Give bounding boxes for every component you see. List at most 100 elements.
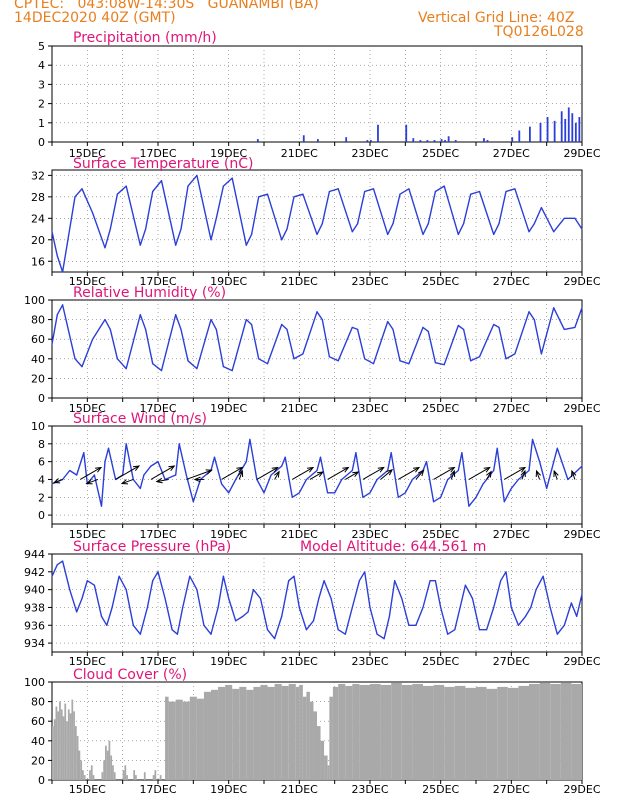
cloud-bar [299, 684, 303, 780]
data-point [397, 496, 399, 498]
data-point [160, 369, 163, 372]
data-point [369, 492, 371, 494]
precip-bar [529, 126, 531, 142]
precip-bar [564, 118, 567, 142]
data-point [535, 589, 537, 591]
wind-arrow-head [155, 477, 163, 484]
cloud-bar [64, 703, 67, 780]
panel-3: 0 2 4 6 8 10 15DEC 17DEC 19DEC 21DEC 23DEC 25DEC 27D… [31, 411, 601, 541]
data-point [478, 356, 481, 358]
cloud-bar [433, 684, 445, 780]
x-tick-label: 19DEC [210, 783, 247, 796]
data-point [517, 478, 520, 481]
data-point [434, 190, 436, 193]
cloud-bar [288, 683, 296, 780]
data-point [298, 606, 300, 609]
y-tick-label: 10 [31, 420, 45, 433]
wind-arrow [150, 465, 175, 480]
cloud-bar [246, 689, 254, 780]
data-point [429, 580, 431, 582]
precip-bar [560, 111, 563, 142]
y-tick-label: 24 [31, 212, 45, 225]
y-tick-label: 28 [31, 191, 45, 204]
precip-bar [539, 122, 542, 142]
precip-bar [256, 139, 259, 142]
precip-bar [518, 130, 521, 142]
wind-arrow [450, 470, 455, 480]
data-point [288, 580, 290, 582]
data-point [503, 501, 505, 503]
wind-arrow-head [413, 466, 421, 473]
cloud-bar [53, 719, 56, 780]
cloud-bar [106, 750, 109, 780]
cloud-bar [80, 760, 83, 780]
data-point [457, 469, 459, 472]
data-point [574, 326, 576, 329]
data-point [62, 304, 64, 306]
cloud-bar [154, 770, 157, 780]
data-point [498, 223, 500, 225]
wind-arrow-head [553, 469, 559, 478]
y-tick-label: 934 [24, 637, 45, 650]
precip-bar [412, 138, 415, 142]
data-point [321, 223, 323, 225]
data-point [187, 185, 189, 187]
y-tick-label: 40 [31, 735, 45, 748]
wind-arrow [238, 470, 243, 480]
data-point [471, 597, 474, 600]
cloud-bar [152, 775, 155, 780]
cloud-bar [62, 716, 65, 780]
header-grid-note: Vertical Grid Line: 40Z [418, 10, 575, 26]
precip-bar [366, 140, 369, 142]
x-tick-label: 27DEC [493, 275, 530, 288]
data-point [553, 307, 555, 309]
data-point [145, 328, 147, 330]
cloud-bar [74, 726, 77, 780]
cloud-bar [211, 689, 219, 780]
x-tick-label: 29DEC [563, 528, 600, 541]
wind-arrow [327, 467, 349, 480]
series-line [51, 174, 583, 273]
panel-1: 16 20 24 28 32 15DEC 17DEC 19DEC 21DEC 23DEC 25DEC… [31, 156, 601, 288]
wind-arrow-head [520, 469, 526, 478]
data-point [266, 629, 269, 631]
data-point [351, 606, 353, 609]
cloud-bar [281, 685, 289, 780]
data-point [125, 443, 127, 445]
wind-arrow [362, 467, 384, 480]
data-point [486, 629, 488, 631]
panel-0: 0 1 2 3 4 5 15DEC 17DEC 19DEC 21DEC 23DEC 25DEC 27DE… [38, 30, 601, 160]
data-point [408, 363, 410, 365]
data-point [62, 271, 64, 273]
data-point [160, 180, 163, 182]
data-point [563, 328, 565, 330]
data-point [563, 217, 565, 219]
precip-bar [405, 124, 408, 142]
data-point [302, 353, 304, 355]
data-point [293, 575, 295, 577]
wind-arrow [536, 470, 541, 480]
x-tick-label: 25DEC [422, 275, 459, 288]
panel-frame [51, 299, 583, 399]
x-tick-label: 23DEC [351, 147, 388, 160]
data-point [125, 368, 127, 370]
data-point [394, 580, 396, 582]
data-point [139, 633, 141, 635]
data-point [408, 188, 410, 190]
cloud-bar [101, 772, 104, 780]
data-point [461, 452, 463, 454]
data-point [251, 233, 253, 236]
wind-arrow-head [274, 470, 280, 478]
data-point [109, 328, 111, 330]
data-point [116, 193, 118, 195]
data-point [116, 358, 118, 360]
data-point [369, 606, 371, 609]
data-point [498, 326, 500, 329]
data-point [258, 358, 260, 360]
data-point [210, 239, 212, 241]
y-tick-label: 40 [31, 353, 45, 366]
data-point [528, 231, 530, 233]
wind-arrow [553, 470, 558, 480]
panel-2: 0 20 40 60 80 100 15DEC 17DEC 19DEC 21DEC 23DEC 25D… [24, 285, 601, 415]
data-point [351, 231, 353, 233]
